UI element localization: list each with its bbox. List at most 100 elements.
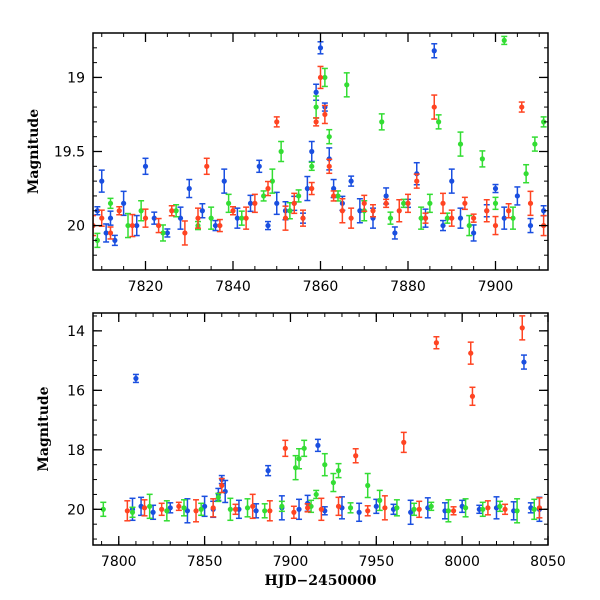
data-point <box>116 208 122 214</box>
data-point <box>198 506 204 512</box>
data-point <box>217 222 223 229</box>
data-point <box>177 215 184 221</box>
data-point <box>142 215 149 221</box>
data-point <box>322 462 328 468</box>
data-point <box>94 237 100 243</box>
data-point <box>261 193 267 199</box>
data-point <box>335 193 341 199</box>
data-point <box>431 104 437 110</box>
data-point <box>471 215 477 221</box>
data-point <box>265 185 271 192</box>
data-point <box>291 509 297 515</box>
data-point <box>279 503 285 509</box>
data-point <box>186 185 192 192</box>
data-point <box>156 222 162 229</box>
data-point <box>436 119 442 125</box>
data-point <box>394 505 400 511</box>
data-point <box>492 222 499 229</box>
data-point <box>471 230 477 236</box>
data-point <box>195 215 201 221</box>
data-point <box>427 200 433 206</box>
data-point <box>348 215 354 221</box>
data-point <box>541 119 547 125</box>
data-point <box>138 208 144 214</box>
data-point <box>519 104 525 110</box>
x-tick-label: 7860 <box>303 279 339 295</box>
data-point <box>141 505 148 511</box>
x-tick-label: 7820 <box>128 279 164 295</box>
data-point <box>107 200 114 206</box>
data-point <box>176 503 182 509</box>
data-point <box>313 89 319 95</box>
y-tick-label: 19 <box>67 70 85 86</box>
data-point <box>379 119 385 125</box>
data-point <box>210 505 216 511</box>
data-point <box>313 104 319 110</box>
data-point <box>411 506 417 512</box>
y-tick-label: 20 <box>67 219 85 235</box>
data-point <box>373 503 379 509</box>
data-point <box>107 215 114 221</box>
data-point <box>202 503 208 509</box>
data-point <box>401 439 407 445</box>
data-point <box>182 230 188 236</box>
data-point <box>167 505 173 511</box>
data-point <box>309 148 315 155</box>
data-point <box>291 200 297 206</box>
data-point <box>401 200 407 206</box>
data-point <box>356 509 362 515</box>
data-point <box>531 506 537 512</box>
data-point <box>457 141 464 147</box>
data-point <box>335 503 342 509</box>
data-point <box>510 215 516 221</box>
data-point <box>501 215 507 221</box>
data-point <box>226 200 232 206</box>
data-point <box>484 208 490 214</box>
data-point <box>252 200 258 206</box>
data-point <box>262 508 268 514</box>
data-point <box>247 200 254 206</box>
data-point <box>147 503 153 509</box>
data-point <box>492 200 499 206</box>
data-point <box>309 163 315 169</box>
data-point <box>527 222 534 229</box>
data-point <box>523 171 529 177</box>
data-point <box>265 468 271 474</box>
data-point <box>169 208 175 214</box>
plot-area-2 <box>100 315 543 526</box>
data-point <box>243 215 249 221</box>
data-point <box>274 200 280 206</box>
x-tick-label: 7800 <box>101 554 137 570</box>
data-point <box>326 163 332 169</box>
data-point <box>361 200 367 206</box>
data-point <box>519 325 525 331</box>
data-point <box>462 505 469 511</box>
data-point <box>344 82 350 88</box>
data-point <box>282 215 289 221</box>
data-point <box>514 508 520 514</box>
y-axis-label: Magnitude <box>26 109 42 194</box>
data-point <box>100 506 106 512</box>
data-point <box>469 393 476 399</box>
data-point <box>433 340 439 346</box>
data-point <box>357 208 363 214</box>
data-point <box>322 74 328 81</box>
data-point <box>221 178 227 184</box>
data-point <box>181 505 187 511</box>
x-tick-label: 7950 <box>358 554 394 570</box>
data-point <box>232 506 239 512</box>
data-point <box>468 350 474 356</box>
data-point <box>527 200 534 206</box>
data-point <box>274 119 280 125</box>
x-tick-label: 7850 <box>187 554 223 570</box>
data-point <box>112 237 118 243</box>
data-point <box>514 193 520 199</box>
data-point <box>134 222 140 229</box>
data-point <box>315 442 321 448</box>
y-tick-label: 18 <box>67 443 85 459</box>
data-point <box>296 506 302 512</box>
data-point <box>212 222 219 229</box>
data-point <box>129 509 136 515</box>
data-point <box>466 222 472 229</box>
data-point <box>234 215 240 221</box>
